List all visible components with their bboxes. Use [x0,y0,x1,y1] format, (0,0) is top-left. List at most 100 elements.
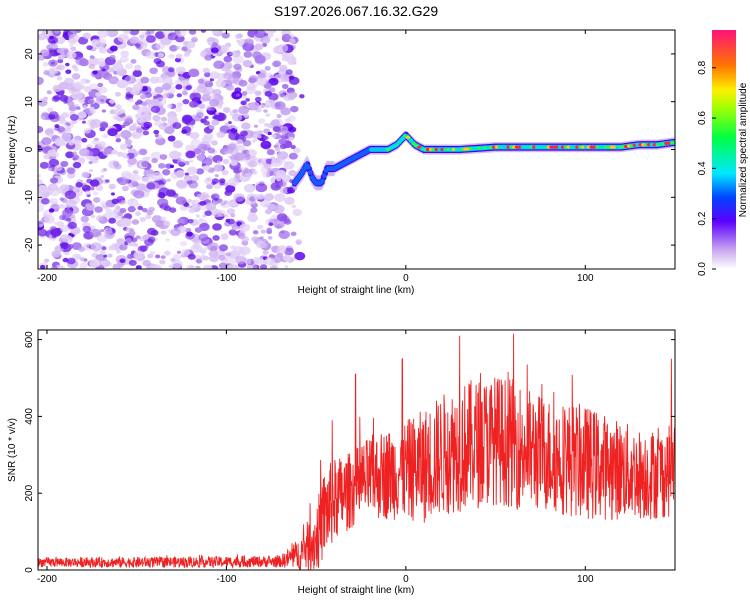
heatmap-noise-cell [51,265,58,269]
heatmap-noise-cell [188,180,199,189]
heatmap-noise-cell [57,54,65,60]
heatmap-noise-cell [281,33,291,41]
heatmap-noise-cell [56,64,65,71]
heatmap-noise-cell [39,49,50,57]
heatmap-noise-cell [224,190,233,197]
heatmap-noise-cell [224,151,229,155]
heatmap-noise-cell [129,36,140,44]
heatmap-noise-cell [97,57,105,63]
heatmap-noise-cell [265,113,271,118]
heatmap-noise-cell [272,60,282,68]
heatmap-noise-cell [222,159,230,165]
heatmap-noise-cell [140,76,150,84]
heatmap-noise-cell [38,184,49,194]
heatmap-noise-cell [120,50,129,58]
heatmap-noise-cell [276,177,282,182]
heatmap-noise-cell [66,257,76,265]
heatmap-noise-cell [86,45,93,51]
heatmap-noise-cell [90,242,102,252]
heatmap-noise-cell [167,32,178,41]
heatmap-noise-cell [251,170,258,175]
heatmap-noise-cell [163,205,172,212]
heatmap-noise-cell [186,231,193,237]
heatmap-signal-core [400,137,405,141]
heatmap-noise-cell [279,187,289,194]
heatmap-noise-cell [214,174,219,178]
heatmap-noise-cell [159,259,166,265]
heatmap-noise-cell [212,52,217,57]
heatmap-noise-cell [176,93,183,98]
heatmap-noise-cell [240,100,247,106]
heatmap-noise-cell [119,258,126,264]
heatmap-noise-cell [188,68,200,77]
heatmap-signal-core [672,140,675,144]
heatmap-noise-cell [286,55,297,64]
heatmap-noise-cell [223,72,232,80]
heatmap-noise-cell [44,215,55,224]
heatmap-noise-cell [189,92,202,102]
heatmap-noise-cell [243,183,256,193]
heatmap-noise-cell [277,151,289,160]
heatmap-noise-cell [131,133,137,138]
heatmap-noise-cell [159,154,168,160]
heatmap-noise-cell [82,225,92,233]
heatmap-noise-cell [196,154,206,162]
heatmap-noise-cell [169,44,178,52]
heatmap-noise-cell [133,190,145,199]
heatmap-noise-cell [48,114,56,120]
heatmap-noise-cell [85,190,91,195]
heatmap-noise-cell [119,244,128,251]
heatmap-noise-cell [181,46,188,52]
heatmap-noise-cell [230,245,236,250]
heatmap-noise-cell [190,138,201,147]
heatmap-noise-cell [230,213,236,218]
heatmap-noise-cell [72,161,82,169]
heatmap-noise-cell [253,124,259,128]
heatmap-noise-cell [212,88,222,96]
heatmap-noise-cell [80,215,89,223]
heatmap-noise-cell [154,31,166,40]
heatmap-noise-cell [208,124,215,130]
heatmap-noise-cell [198,233,209,242]
heatmap-noise-cell [108,245,116,251]
heatmap-noise-cell [284,265,289,269]
heatmap-noise-cell [128,98,134,103]
heatmap-noise-cell [227,218,235,225]
heatmap-noise-cell [73,67,79,72]
heatmap-noise-cell [38,228,48,237]
heatmap-noise-cell [172,140,184,149]
heatmap-noise-cell [284,196,295,205]
heatmap-noise-cell [67,221,77,229]
heatmap-noise-cell [101,109,107,113]
heatmap-noise-cell [236,139,244,145]
heatmap-noise-cell [237,233,246,240]
heatmap-noise-cell [267,236,273,240]
heatmap-noise-cell [262,171,270,178]
heatmap-noise-cell [147,253,154,259]
heatmap-noise-cell [88,57,100,66]
heatmap-noise-cell [242,59,253,68]
heatmap-noise-cell [158,193,166,199]
heatmap-noise-cell [221,32,230,39]
heatmap-noise-cell [126,253,134,259]
heatmap-noise-cell [168,53,175,59]
heatmap-noise-cell [151,91,158,97]
heatmap-noise-cell [167,103,173,109]
heatmap-noise-cell [185,85,192,90]
heatmap-signal-cell [300,169,305,175]
heatmap-noise-cell [70,46,77,52]
heatmap-noise-cell [196,84,207,93]
heatmap-noise-cell [65,69,72,75]
heatmap-noise-cell [87,99,94,105]
heatmap-noise-cell [227,177,239,187]
heatmap-noise-cell [46,107,54,113]
heatmap-noise-cell [157,52,165,58]
heatmap-noise-cell [239,166,244,171]
heatmap-noise-cell [257,130,264,135]
top-y-ticks: -20 -10 0 10 20 [24,48,675,252]
heatmap-noise-cell [66,51,77,60]
heatmap-noise-cell [238,79,248,87]
heatmap-noise-cell [187,198,192,203]
heatmap-noise-cell [89,261,99,268]
heatmap-noise-cell [135,265,142,269]
